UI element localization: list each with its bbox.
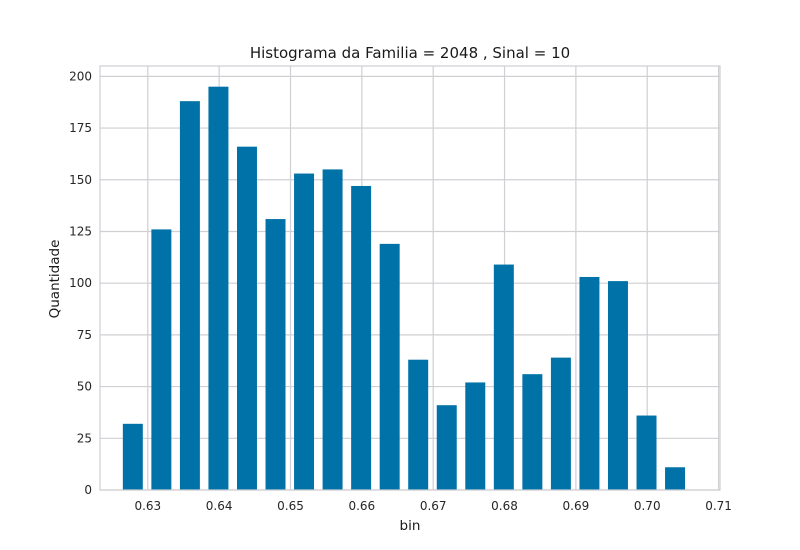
histogram-bar xyxy=(579,276,600,490)
x-tick-label: 0.71 xyxy=(705,499,732,513)
y-tick-label: 25 xyxy=(77,431,92,445)
histogram-bar xyxy=(322,169,343,491)
y-axis-label: Quantidade xyxy=(47,240,63,319)
histogram-bar xyxy=(436,405,457,490)
histogram-bar xyxy=(151,229,172,490)
y-tick-label: 75 xyxy=(77,328,92,342)
y-tick-label: 0 xyxy=(84,483,92,497)
y-tick-labels: 0 25 50 75 100 125 150 175 200 xyxy=(69,69,92,497)
y-tick-label: 50 xyxy=(77,380,92,394)
y-tick-label: 150 xyxy=(69,173,92,187)
histogram-bar xyxy=(351,185,372,490)
histogram-bar xyxy=(179,101,200,490)
y-tick-label: 100 xyxy=(69,276,92,290)
histogram-bar xyxy=(408,359,429,490)
histogram-bar xyxy=(522,374,543,490)
plot-frame xyxy=(99,65,721,491)
x-tick-label: 0.69 xyxy=(563,499,590,513)
chart-title: Histograma da Familia = 2048 , Sinal = 1… xyxy=(250,44,570,62)
x-axis-label: bin xyxy=(400,518,421,534)
histogram-bar xyxy=(465,382,486,490)
histogram-bar xyxy=(265,219,286,491)
histogram-bar xyxy=(236,146,257,490)
histogram-bar xyxy=(636,415,657,490)
y-tick-label: 125 xyxy=(69,224,92,238)
histogram-bar xyxy=(379,243,400,490)
x-tick-label: 0.66 xyxy=(348,499,375,513)
bars xyxy=(122,86,686,491)
x-tick-label: 0.65 xyxy=(277,499,304,513)
x-tick-label: 0.70 xyxy=(634,499,661,513)
y-tick-label: 200 xyxy=(69,69,92,83)
x-tick-labels: 0.63 0.64 0.65 0.66 0.67 0.68 0.69 0.70 0.71 xyxy=(134,499,731,513)
histogram-bar xyxy=(550,357,571,490)
y-tick-label: 175 xyxy=(69,121,92,135)
histogram-bar xyxy=(294,173,315,491)
histogram-bar xyxy=(208,86,229,491)
histogram-bar xyxy=(607,281,628,490)
x-tick-label: 0.64 xyxy=(206,499,233,513)
histogram-bar xyxy=(665,467,686,490)
x-tick-label: 0.63 xyxy=(134,499,161,513)
x-tick-label: 0.68 xyxy=(491,499,518,513)
histogram-bar xyxy=(122,423,143,490)
histogram-bar xyxy=(493,264,514,490)
x-tick-label: 0.67 xyxy=(420,499,447,513)
